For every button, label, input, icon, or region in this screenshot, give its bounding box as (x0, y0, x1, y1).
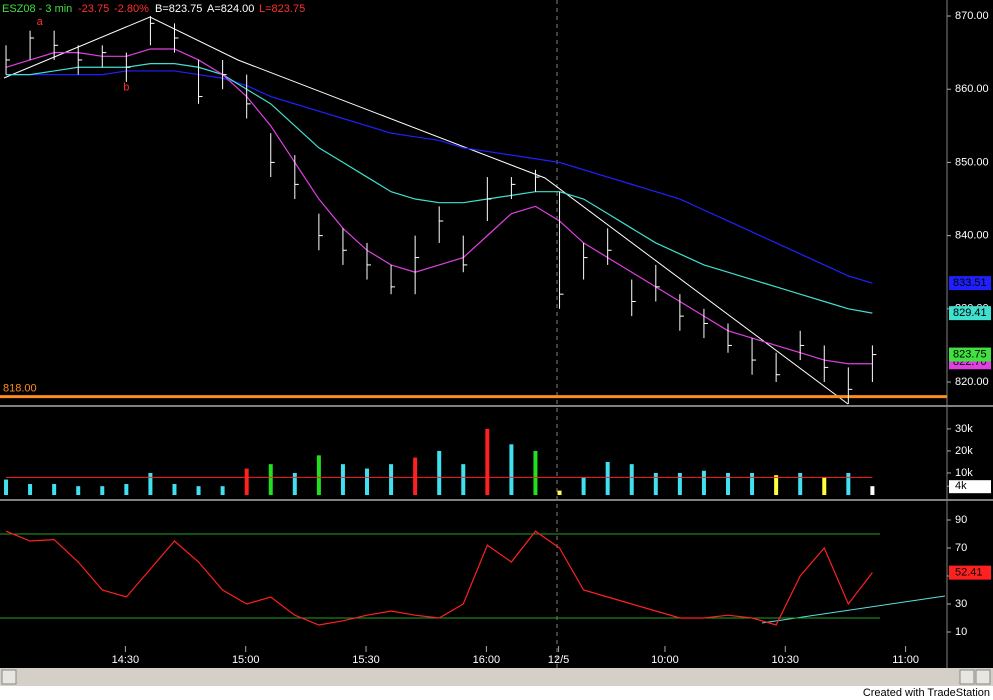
y-tick-label: 870.00 (955, 10, 989, 22)
footer-bar (0, 686, 993, 700)
volume-bar (461, 464, 466, 495)
price-label: 833.51 (953, 277, 987, 289)
volume-bar (148, 472, 153, 495)
volume-bar (509, 444, 514, 495)
volume-bar (750, 472, 755, 495)
ask: A=824.00 (207, 3, 254, 15)
scroll-end[interactable] (975, 669, 991, 685)
oscillator-label: 52.41 (955, 567, 983, 579)
y-tick-label: 30 (955, 598, 967, 610)
volume-bar (822, 477, 827, 495)
volume-bar (4, 479, 9, 495)
volume-bar (268, 464, 273, 495)
volume-bar (653, 472, 658, 495)
change-pct: -2.80% (114, 3, 149, 15)
oscillator-line (5, 530, 873, 626)
volume-box (949, 480, 991, 494)
volume-bar (413, 457, 418, 495)
volume-bar (846, 472, 851, 495)
annotation: b (123, 82, 129, 94)
x-tick-label: 10:30 (772, 654, 800, 666)
volume-bar (340, 464, 345, 495)
moving-average (6, 63, 873, 314)
volume-bar (124, 483, 129, 495)
volume-bar (870, 486, 875, 495)
y-tick-label: 850.00 (955, 156, 989, 168)
x-tick-label: 15:30 (352, 654, 380, 666)
volume-bar (196, 486, 201, 495)
trendline (3, 16, 849, 405)
price-label: 829.41 (953, 307, 987, 319)
price-box (949, 306, 991, 321)
volume-bar (28, 483, 33, 495)
volume-bar (725, 472, 730, 495)
price-box (949, 276, 991, 291)
y-tick-label: 10k (955, 467, 973, 479)
symbol: ESZ08 - 3 min (2, 3, 72, 15)
volume-bar (605, 461, 610, 495)
y-tick-label: 20k (955, 445, 973, 457)
oscillator-box (949, 565, 991, 580)
x-tick-label: 12/5 (548, 654, 569, 666)
y-tick-label: 10 (955, 626, 967, 638)
y-tick-label: 70 (955, 542, 967, 554)
change: -23.75 (78, 3, 109, 15)
y-tick-label: 4k (955, 480, 967, 492)
y-tick-label: 90 (955, 514, 967, 526)
volume-bar (389, 464, 394, 495)
volume-bar (701, 470, 706, 495)
y-tick-label: 860.00 (955, 83, 989, 95)
volume-bar (533, 450, 538, 495)
support-label: 818.00 (3, 383, 37, 395)
price-box (949, 347, 991, 362)
last: L=823.75 (259, 3, 305, 15)
volume-bar (100, 486, 105, 495)
volume-bar (244, 468, 249, 495)
volume-bar (485, 428, 490, 495)
volume-bar (557, 490, 562, 495)
volume-bar (220, 486, 225, 495)
x-tick-label: 16:00 (473, 654, 501, 666)
scroll-left[interactable] (1, 669, 17, 685)
volume-bar (76, 486, 81, 495)
price-label: 823.75 (953, 348, 987, 360)
y-tick-label: 30k (955, 423, 973, 435)
scroll-right[interactable] (959, 669, 975, 685)
volume-bar (774, 475, 779, 495)
y-tick-label: 820.00 (955, 376, 989, 388)
scrollbar[interactable] (0, 668, 993, 686)
moving-average (6, 70, 873, 284)
volume-bar (365, 468, 370, 495)
volume-bar (798, 472, 803, 495)
volume-bar (629, 464, 634, 495)
bid: B=823.75 (155, 3, 202, 15)
volume-bar (437, 450, 442, 495)
x-tick-label: 14:30 (112, 654, 140, 666)
volume-bar (52, 483, 57, 495)
volume-bar (292, 472, 297, 495)
annotation: a (37, 16, 44, 28)
footer: Created with TradeStation (863, 687, 990, 699)
x-tick-label: 11:00 (892, 654, 919, 666)
volume-bar (581, 477, 586, 495)
x-tick-label: 15:00 (232, 654, 260, 666)
volume-bar (677, 472, 682, 495)
volume-bar (316, 455, 321, 495)
x-tick-label: 10:00 (651, 654, 679, 666)
volume-bar (172, 483, 177, 495)
y-tick-label: 840.00 (955, 230, 989, 242)
